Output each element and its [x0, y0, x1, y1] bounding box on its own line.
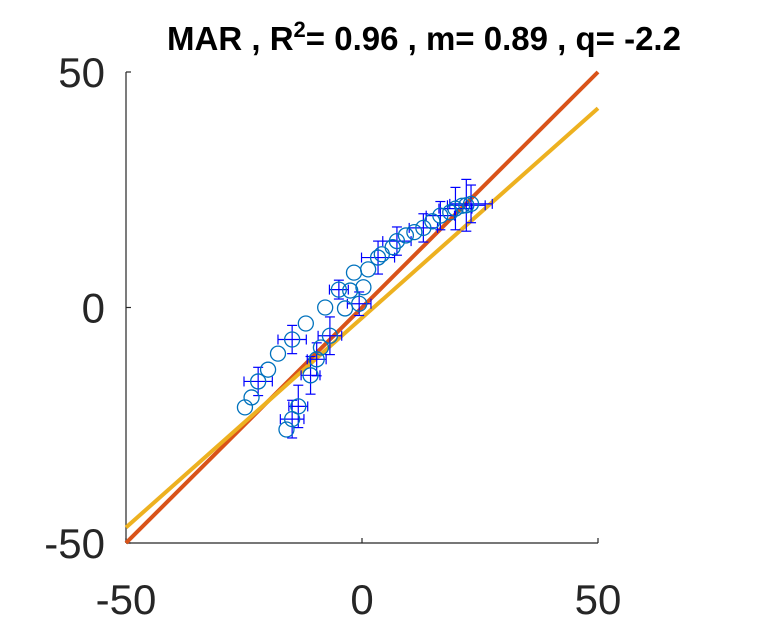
data-point	[373, 246, 390, 263]
chart-title-superscript: 2	[294, 17, 306, 42]
data-point	[317, 299, 334, 316]
data-point	[312, 339, 330, 356]
chart-title-suffix: = 0.96 , m= 0.89 , q= -2.2	[306, 20, 681, 57]
y-tick-label: 50	[58, 49, 105, 96]
data-point	[330, 281, 348, 298]
data-point	[351, 295, 368, 312]
data-point	[302, 367, 319, 384]
data-point	[415, 219, 432, 237]
y-tick-label: 0	[82, 285, 105, 332]
data-point	[424, 213, 441, 230]
data-point	[283, 331, 301, 348]
data-point	[359, 261, 377, 278]
fit-line	[124, 106, 600, 529]
data-point	[432, 207, 449, 224]
data-point	[297, 315, 314, 332]
data-point	[342, 282, 359, 299]
data-point	[290, 398, 307, 415]
data-point	[308, 351, 325, 368]
data-point	[462, 195, 480, 213]
identity-line	[124, 70, 600, 545]
chart-title-prefix: MAR , R	[167, 20, 294, 57]
chart-title: MAR , R2= 0.96 , m= 0.89 , q= -2.2	[167, 17, 681, 57]
x-tick-label: 50	[575, 576, 622, 620]
data-point	[345, 264, 363, 281]
data-point	[336, 300, 354, 317]
data-point	[250, 373, 267, 390]
data-point	[243, 389, 260, 406]
data-point	[388, 232, 406, 250]
data-point	[369, 249, 387, 266]
data-point	[259, 361, 277, 378]
data-point	[355, 279, 372, 296]
data-point	[453, 197, 471, 214]
data-point	[321, 327, 339, 344]
x-tick-label: 0	[350, 576, 373, 620]
x-tick-label: -50	[96, 576, 157, 620]
y-tick-label: -50	[44, 520, 105, 567]
data-point	[397, 227, 415, 244]
plot-area: -50 0 50 -50 0 50	[44, 49, 621, 620]
data-point	[406, 223, 423, 241]
data-point	[278, 421, 295, 438]
data-point	[269, 345, 287, 362]
